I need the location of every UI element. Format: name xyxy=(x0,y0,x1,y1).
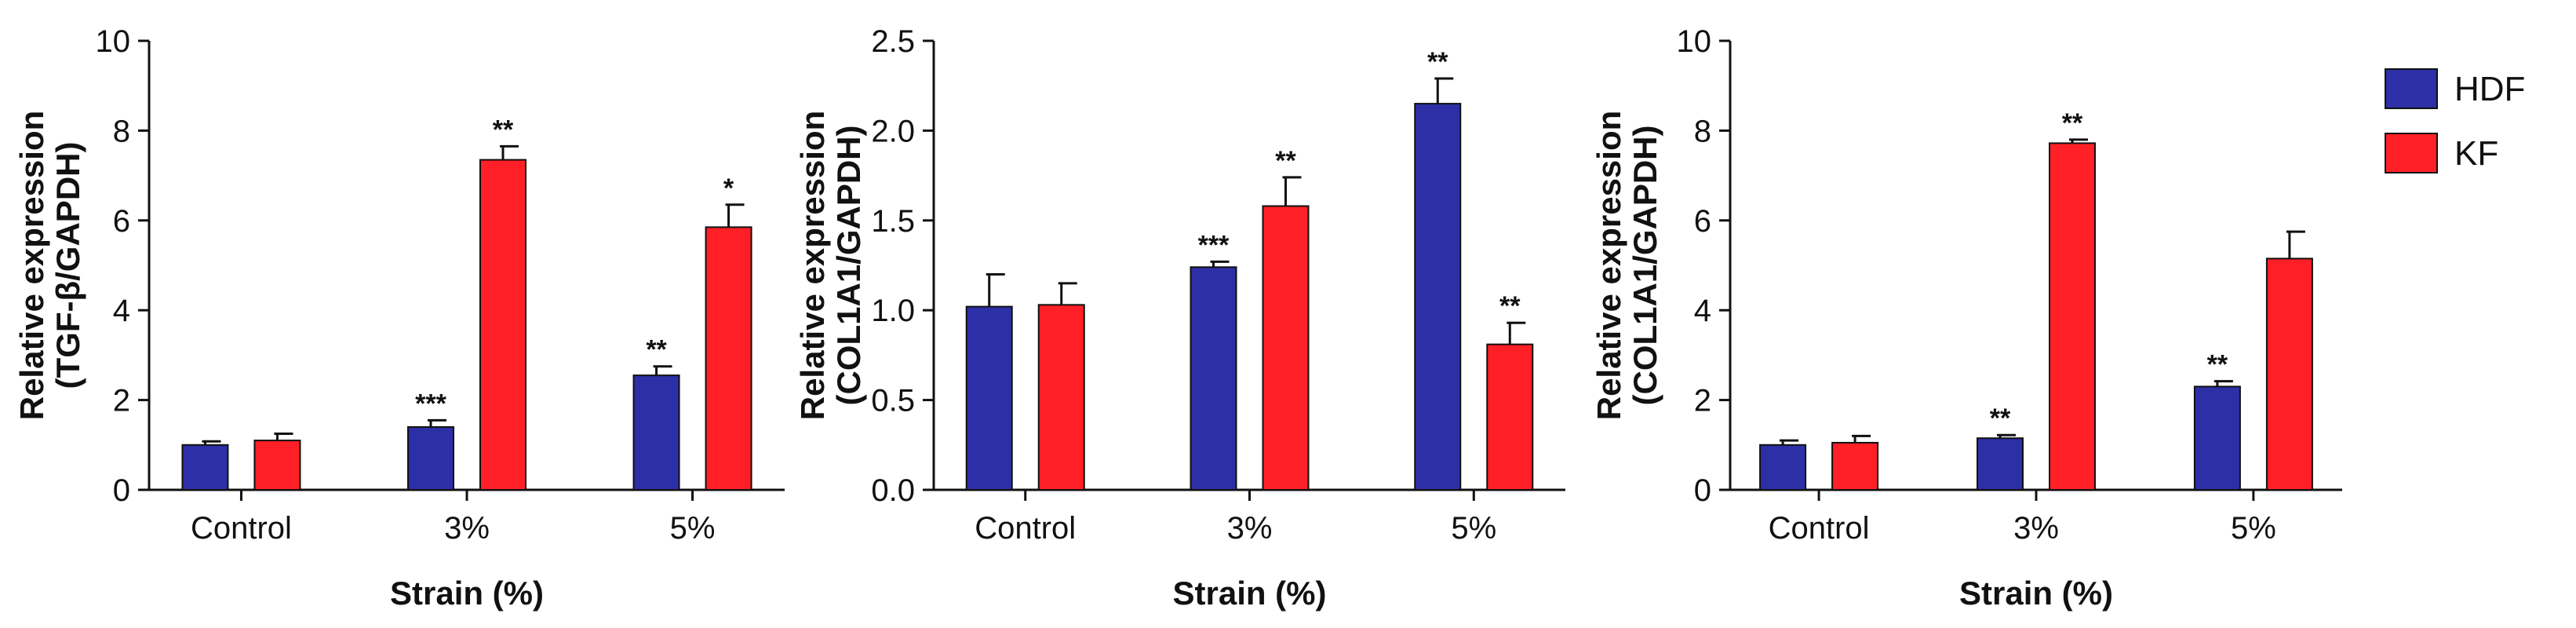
significance-label: ** xyxy=(1990,403,2011,433)
legend-swatch-hdf xyxy=(2385,68,2438,109)
y-tick-label: 0.5 xyxy=(871,384,915,418)
legend: HDF KF xyxy=(2385,68,2525,173)
bar-hdf-2 xyxy=(1977,437,2024,491)
significance-label: *** xyxy=(415,389,446,418)
bar-kf-3 xyxy=(1486,343,1534,491)
bar-hdf-1 xyxy=(965,305,1013,491)
y-tick-label: 2 xyxy=(1694,384,1711,418)
y-tick-label: 6 xyxy=(1694,204,1711,239)
significance-label: ** xyxy=(2207,350,2228,380)
bar-hdf-1 xyxy=(1759,444,1807,491)
bar-kf-2 xyxy=(2049,142,2096,491)
significance-label: * xyxy=(723,173,734,203)
y-axis-title-line2: (COL1A1/GAPDH) xyxy=(830,125,867,405)
y-tick-label: 4 xyxy=(1694,294,1711,328)
y-axis-title-line2: (TGF-β/GAPDH) xyxy=(49,142,86,389)
y-tick-label: 8 xyxy=(1694,114,1711,148)
y-tick-label: 1.5 xyxy=(871,204,915,239)
y-tick-label: 4 xyxy=(113,294,130,328)
x-tick-label: 5% xyxy=(1451,511,1496,546)
bar-kf-3 xyxy=(705,226,752,491)
legend-swatch-kf xyxy=(2385,133,2438,173)
significance-label: ** xyxy=(1275,146,1296,176)
y-tick-label: 8 xyxy=(113,114,130,148)
y-tick-label: 2.0 xyxy=(871,114,915,148)
y-tick-label: 2.5 xyxy=(871,24,915,59)
bar-kf-1 xyxy=(1037,304,1085,491)
y-tick-label: 10 xyxy=(96,24,131,59)
bar-hdf-3 xyxy=(632,374,680,491)
y-tick-label: 1.0 xyxy=(871,294,915,328)
x-tick-label: 3% xyxy=(2013,511,2059,546)
y-tick-label: 0 xyxy=(113,473,130,508)
y-axis-title: Relative expression xyxy=(13,111,50,421)
bar-hdf-2 xyxy=(1190,266,1237,491)
bar-kf-1 xyxy=(1831,441,1879,491)
bar-hdf-3 xyxy=(1414,103,1462,491)
significance-label: ** xyxy=(646,335,667,365)
y-axis-title: Relative expression xyxy=(1590,111,1627,421)
x-tick-label: 5% xyxy=(2231,511,2276,546)
significance-label: ** xyxy=(2062,108,2083,138)
x-tick-label: Control xyxy=(975,511,1076,546)
y-tick-label: 2 xyxy=(113,384,130,418)
bar-kf-2 xyxy=(1262,205,1310,491)
y-tick-label: 6 xyxy=(113,204,130,239)
x-tick-label: 3% xyxy=(444,511,490,546)
bar-hdf-3 xyxy=(2193,385,2241,491)
y-tick-label: 10 xyxy=(1677,24,1712,59)
significance-label: ** xyxy=(493,115,514,144)
significance-label: ** xyxy=(1427,47,1448,77)
bar-kf-3 xyxy=(2265,257,2313,491)
x-tick-label: Control xyxy=(191,511,292,546)
bar-kf-1 xyxy=(253,440,301,491)
y-tick-label: 0.0 xyxy=(871,473,915,508)
x-tick-label: 3% xyxy=(1227,511,1273,546)
x-tick-label: Control xyxy=(1769,511,1870,546)
x-axis-title: Strain (%) xyxy=(1172,575,1326,612)
y-tick-label: 0 xyxy=(1694,473,1711,508)
legend-label-kf: KF xyxy=(2454,134,2498,173)
x-tick-label: 5% xyxy=(670,511,716,546)
x-axis-title: Strain (%) xyxy=(1959,575,2113,612)
y-axis-title: Relative expression xyxy=(794,111,831,421)
y-axis-title-line2: (COL1A1/GAPDH) xyxy=(1627,125,1663,405)
bar-hdf-2 xyxy=(407,425,454,491)
bar-hdf-1 xyxy=(181,444,229,491)
legend-label-hdf: HDF xyxy=(2454,70,2525,108)
bar-kf-2 xyxy=(479,159,526,491)
x-axis-title: Strain (%) xyxy=(390,575,544,612)
significance-label: ** xyxy=(1499,291,1521,321)
chart-panel-3: 0 2 4 6 8 10 Control 3% ** ** 5% ** Strain (%) Relati… xyxy=(1590,24,2342,612)
significance-label: *** xyxy=(1198,230,1230,260)
